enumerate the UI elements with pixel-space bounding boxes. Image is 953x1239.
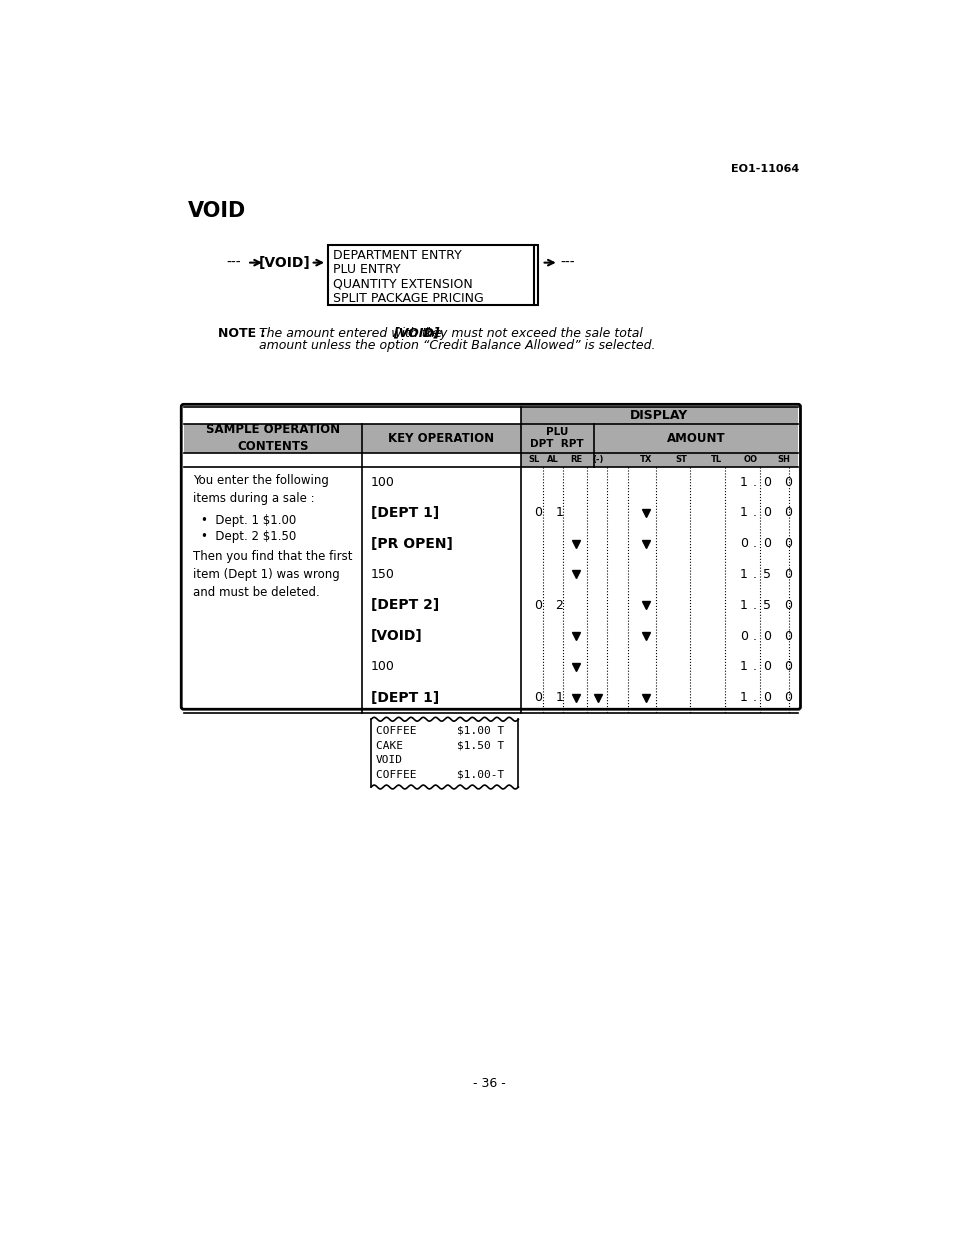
Text: 1: 1 bbox=[740, 507, 747, 519]
Text: TX: TX bbox=[639, 455, 652, 465]
Text: SAMPLE OPERATION
CONTENTS: SAMPLE OPERATION CONTENTS bbox=[206, 424, 339, 453]
Text: 1: 1 bbox=[740, 476, 747, 488]
Text: COFFEE      $1.00-T: COFFEE $1.00-T bbox=[375, 769, 503, 779]
Text: PLU
DPT  RPT: PLU DPT RPT bbox=[530, 427, 583, 450]
Text: 1: 1 bbox=[740, 598, 747, 612]
Text: 0: 0 bbox=[783, 507, 791, 519]
Text: .: . bbox=[752, 691, 756, 704]
Text: •  Dept. 2 $1.50: • Dept. 2 $1.50 bbox=[200, 530, 295, 543]
Text: DEPARTMENT ENTRY: DEPARTMENT ENTRY bbox=[333, 249, 461, 261]
Text: SH: SH bbox=[777, 455, 790, 465]
Text: 0: 0 bbox=[762, 629, 770, 643]
Text: .: . bbox=[752, 538, 756, 550]
Text: NOTE :: NOTE : bbox=[218, 327, 266, 339]
Text: (-): (-) bbox=[592, 455, 603, 465]
Text: COFFEE      $1.00 T: COFFEE $1.00 T bbox=[375, 725, 503, 736]
Text: .: . bbox=[752, 629, 756, 643]
Text: 100: 100 bbox=[371, 476, 395, 488]
Text: Then you find that the first
item (Dept 1) was wrong
and must be deleted.: Then you find that the first item (Dept … bbox=[193, 550, 352, 598]
Text: .: . bbox=[752, 507, 756, 519]
Text: [VOID]: [VOID] bbox=[393, 327, 439, 339]
Text: 0: 0 bbox=[783, 567, 791, 581]
Text: RE: RE bbox=[570, 455, 582, 465]
Text: [VOID]: [VOID] bbox=[259, 255, 311, 270]
Text: [DEPT 1]: [DEPT 1] bbox=[371, 690, 439, 705]
Text: [DEPT 2]: [DEPT 2] bbox=[371, 598, 439, 612]
Text: 5: 5 bbox=[762, 598, 770, 612]
Text: 0: 0 bbox=[783, 660, 791, 673]
Text: 1: 1 bbox=[740, 660, 747, 673]
Text: 0: 0 bbox=[533, 598, 541, 612]
Text: 0: 0 bbox=[762, 507, 770, 519]
Text: •  Dept. 1 $1.00: • Dept. 1 $1.00 bbox=[200, 514, 295, 528]
Text: 0: 0 bbox=[533, 691, 541, 704]
FancyBboxPatch shape bbox=[181, 404, 800, 709]
Text: 0: 0 bbox=[740, 538, 747, 550]
Text: ---: --- bbox=[227, 255, 241, 270]
Text: 1: 1 bbox=[740, 567, 747, 581]
Text: 0: 0 bbox=[762, 538, 770, 550]
Text: 0: 0 bbox=[762, 660, 770, 673]
Text: QUANTITY EXTENSION: QUANTITY EXTENSION bbox=[333, 278, 473, 290]
Text: 1: 1 bbox=[555, 507, 563, 519]
Text: AL: AL bbox=[547, 455, 558, 465]
Text: key must not exceed the sale total: key must not exceed the sale total bbox=[421, 327, 642, 339]
Text: PLU ENTRY: PLU ENTRY bbox=[333, 263, 400, 276]
Text: - 36 -: - 36 - bbox=[472, 1077, 505, 1089]
Text: You enter the following
items during a sale :: You enter the following items during a s… bbox=[193, 475, 329, 506]
Text: .: . bbox=[752, 567, 756, 581]
Bar bbox=[520, 406, 798, 424]
Text: 5: 5 bbox=[762, 567, 770, 581]
Text: [VOID]: [VOID] bbox=[371, 629, 422, 643]
Text: VOID: VOID bbox=[375, 755, 402, 764]
Text: 1: 1 bbox=[555, 691, 563, 704]
Text: 0: 0 bbox=[783, 538, 791, 550]
Text: 0: 0 bbox=[762, 476, 770, 488]
Text: .: . bbox=[752, 660, 756, 673]
Text: OO: OO bbox=[743, 455, 757, 465]
Bar bbox=[371, 720, 517, 787]
Text: 1: 1 bbox=[740, 691, 747, 704]
Text: The amount entered with the: The amount entered with the bbox=[258, 327, 446, 339]
Text: 0: 0 bbox=[783, 691, 791, 704]
Text: KEY OPERATION: KEY OPERATION bbox=[388, 431, 494, 445]
Text: 100: 100 bbox=[371, 660, 395, 673]
Text: .: . bbox=[752, 476, 756, 488]
Text: amount unless the option “Credit Balance Allowed” is selected.: amount unless the option “Credit Balance… bbox=[258, 339, 655, 352]
Text: ST: ST bbox=[675, 455, 686, 465]
Text: EO1-11064: EO1-11064 bbox=[731, 164, 799, 175]
Text: ---: --- bbox=[559, 255, 574, 270]
Text: 0: 0 bbox=[740, 629, 747, 643]
Text: VOID: VOID bbox=[187, 201, 246, 221]
Text: TL: TL bbox=[710, 455, 720, 465]
Text: DISPLAY: DISPLAY bbox=[630, 409, 688, 421]
Text: CAKE        $1.50 T: CAKE $1.50 T bbox=[375, 740, 503, 750]
Text: 150: 150 bbox=[371, 567, 395, 581]
Text: SPLIT PACKAGE PRICING: SPLIT PACKAGE PRICING bbox=[333, 291, 483, 305]
Text: 0: 0 bbox=[783, 629, 791, 643]
Text: SL: SL bbox=[528, 455, 539, 465]
Text: 0: 0 bbox=[762, 691, 770, 704]
Bar bbox=[520, 452, 798, 467]
Text: [PR OPEN]: [PR OPEN] bbox=[371, 536, 453, 550]
Text: 0: 0 bbox=[533, 507, 541, 519]
Text: 0: 0 bbox=[783, 598, 791, 612]
Bar bbox=[183, 424, 798, 452]
Text: AMOUNT: AMOUNT bbox=[666, 431, 724, 445]
Text: 2: 2 bbox=[555, 598, 563, 612]
Text: .: . bbox=[752, 598, 756, 612]
Bar bbox=[328, 245, 537, 305]
Text: 0: 0 bbox=[783, 476, 791, 488]
Text: [DEPT 1]: [DEPT 1] bbox=[371, 506, 439, 520]
